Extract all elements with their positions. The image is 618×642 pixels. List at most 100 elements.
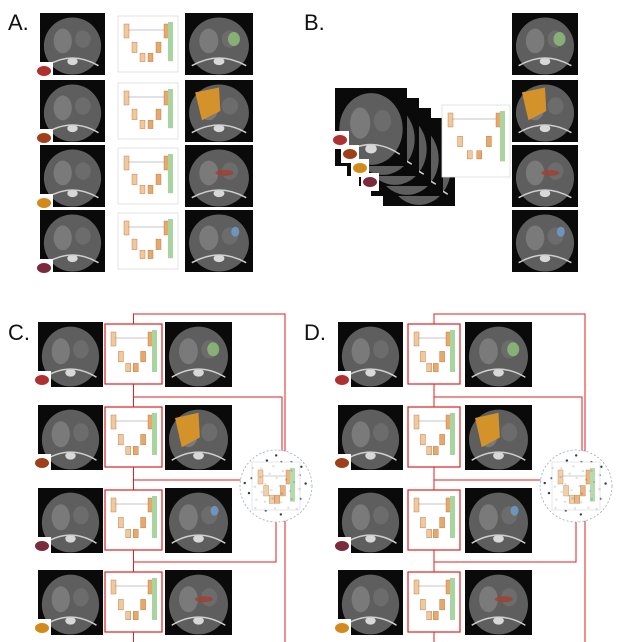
unet-block xyxy=(564,486,569,496)
model-node xyxy=(300,466,302,468)
unet-block xyxy=(132,109,137,119)
ct-organ xyxy=(373,423,389,441)
ct-slice xyxy=(465,405,532,470)
segmentation xyxy=(557,227,565,237)
ct-organ xyxy=(54,96,72,121)
unet-block xyxy=(433,363,438,371)
unet-block xyxy=(111,498,116,512)
organ-icon xyxy=(335,623,349,633)
unet-block xyxy=(569,495,574,503)
organ-icon xyxy=(37,66,51,76)
model-node xyxy=(600,466,602,468)
unet-block xyxy=(141,599,146,609)
ct-organ xyxy=(373,340,389,358)
unet-output xyxy=(152,330,157,372)
ct-body xyxy=(169,575,228,635)
unet-output xyxy=(152,496,157,538)
ct-organ xyxy=(54,226,72,251)
segmentation xyxy=(554,32,566,46)
unet-block xyxy=(427,446,432,454)
ct-slice xyxy=(512,210,578,272)
organ-icon xyxy=(335,458,349,468)
unet-block xyxy=(448,113,453,127)
unet-block xyxy=(280,486,285,496)
unet xyxy=(105,572,162,632)
ct-slice xyxy=(165,488,232,553)
organ-icon xyxy=(35,623,49,633)
unet-output xyxy=(168,154,173,193)
ct-organ xyxy=(479,504,498,530)
unet-block xyxy=(132,239,137,249)
unet-block xyxy=(477,151,482,159)
model-node xyxy=(275,454,277,456)
ct-organ xyxy=(52,338,70,364)
unet-block xyxy=(111,415,116,429)
panel-label: B. xyxy=(304,10,325,35)
model-node xyxy=(304,482,306,484)
ct-body xyxy=(469,575,528,635)
ct-organ xyxy=(179,338,198,364)
unet-block xyxy=(133,363,138,371)
figure: A. B. C. D. xyxy=(0,0,618,642)
ct-organ xyxy=(501,423,517,441)
ct-organ xyxy=(350,108,370,139)
unet-block xyxy=(558,470,563,484)
unet-output xyxy=(450,496,455,538)
unet-output xyxy=(290,468,295,502)
segmentation xyxy=(541,170,559,176)
model-node xyxy=(566,459,568,461)
ct-body xyxy=(169,327,228,387)
organ-icon xyxy=(37,133,51,143)
ct-organ xyxy=(199,226,218,251)
unet-block xyxy=(148,53,153,61)
unet-output xyxy=(450,413,455,455)
ct-slice xyxy=(512,145,578,207)
unet-block xyxy=(440,517,445,527)
ct-slice xyxy=(185,13,253,75)
ct-slice xyxy=(165,322,232,387)
ct-body xyxy=(469,493,528,553)
unet-block xyxy=(111,332,116,346)
ct-organ xyxy=(73,506,89,524)
unet-block xyxy=(156,174,161,184)
model-node xyxy=(248,492,250,494)
unet xyxy=(118,16,178,72)
unet-output xyxy=(168,219,173,258)
segmentation xyxy=(495,596,513,602)
unet-block xyxy=(133,529,138,537)
ct-organ xyxy=(201,423,217,441)
model-node xyxy=(580,513,582,515)
unet-block xyxy=(148,250,153,258)
ct-body xyxy=(469,327,528,387)
ct-organ xyxy=(73,588,89,606)
ct-organ xyxy=(52,586,70,612)
ct-organ xyxy=(75,30,91,47)
model-node xyxy=(544,482,546,484)
unet-block xyxy=(118,351,123,361)
unet xyxy=(408,407,460,467)
unet-block xyxy=(141,434,146,444)
organ-icon xyxy=(37,198,51,208)
unet-output xyxy=(450,330,455,372)
unet xyxy=(118,83,178,139)
unet-block xyxy=(133,446,138,454)
unet xyxy=(408,324,460,384)
model-node xyxy=(266,459,268,461)
unet xyxy=(442,105,510,177)
ct-organ xyxy=(73,423,89,441)
ct-organ xyxy=(352,421,370,447)
unet-block xyxy=(124,221,129,235)
unet-block xyxy=(580,486,585,496)
unet-block xyxy=(414,498,419,512)
ct-body xyxy=(516,149,574,206)
unet xyxy=(408,490,460,550)
organ-icon xyxy=(333,135,347,145)
unet-block xyxy=(126,446,131,454)
segmentation xyxy=(207,342,219,356)
unet-output xyxy=(152,578,157,620)
unet-block xyxy=(118,599,123,609)
segmentation xyxy=(228,32,240,46)
unet xyxy=(105,490,162,550)
unet-block xyxy=(420,517,425,527)
segmentation xyxy=(215,170,233,176)
